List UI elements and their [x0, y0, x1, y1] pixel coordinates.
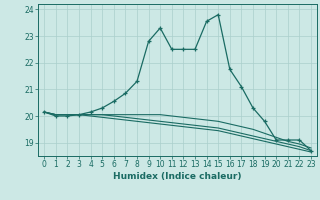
X-axis label: Humidex (Indice chaleur): Humidex (Indice chaleur): [113, 172, 242, 181]
